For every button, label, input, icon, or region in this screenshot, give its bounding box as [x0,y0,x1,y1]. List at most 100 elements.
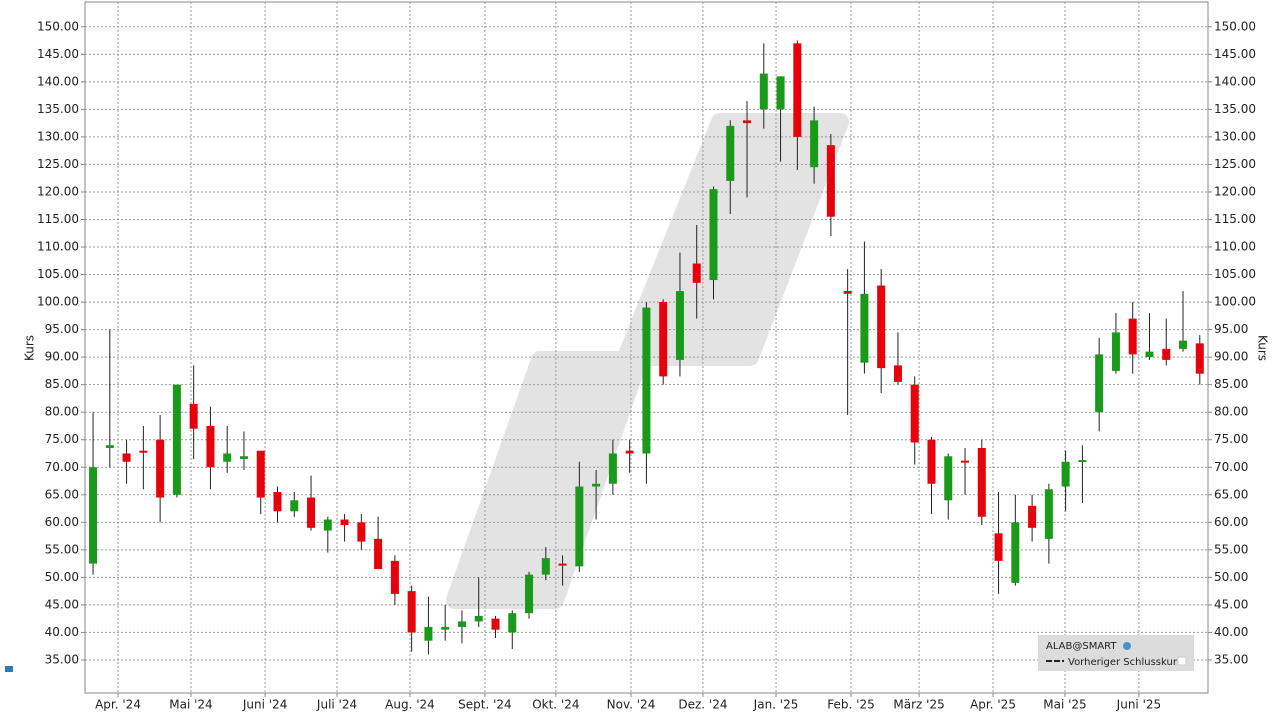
y2-tick-label: 145.00 [1214,47,1256,61]
candle-body [139,450,148,453]
candle-body [810,120,819,168]
y-axis-label: Kurs [23,335,37,361]
candle-body [1145,351,1154,358]
candle-body [206,425,215,468]
candle-body [156,439,165,498]
y-tick-label: 35.00 [45,652,79,666]
candle-body [608,453,617,484]
candle-body [776,76,785,110]
y-tick-label: 65.00 [45,487,79,501]
x-tick-label: Jan. '25 [753,698,799,712]
candle-body [944,456,953,501]
y2-tick-label: 65.00 [1214,487,1248,501]
y2-tick-label: 55.00 [1214,542,1248,556]
candle-body [910,384,919,443]
candle-body [189,403,198,429]
icon [5,666,13,672]
candle-body [1028,505,1037,528]
legend-icon [1123,642,1131,650]
y2-tick-label: 85.00 [1214,377,1248,391]
candle-body [642,307,651,454]
candle-body [1162,348,1171,360]
candle-body [675,291,684,360]
candle-body [1078,460,1087,463]
candle-body [994,533,1003,561]
candle-body [474,615,483,622]
candle-body [273,492,282,512]
candle-body [1011,522,1020,583]
x-tick-label: Okt. '24 [532,698,579,712]
candle-body [961,460,970,463]
candle-body [323,519,332,531]
x-tick-label: Apr. '25 [970,698,1016,712]
y2-tick-label: 115.00 [1214,212,1256,226]
candle-body [877,285,886,369]
y2-tick-label: 90.00 [1214,350,1248,364]
x-tick-label: Apr. '24 [95,698,141,712]
candle-body [1128,318,1137,355]
y2-tick-label: 35.00 [1214,652,1248,666]
y2-tick-label: 50.00 [1214,570,1248,584]
x-tick-label: Sept. '24 [458,698,512,712]
candle-body [1061,461,1070,487]
y2-tick-label: 45.00 [1214,597,1248,611]
x-tick-label: Juni '24 [242,698,287,712]
candle-body [726,125,735,181]
candle-body [491,618,500,630]
y-tick-label: 40.00 [45,625,79,639]
y2-tick-label: 80.00 [1214,405,1248,419]
candle-body [1195,343,1204,374]
candle-body [122,453,131,462]
candle-body [1044,489,1053,539]
candle-body [89,467,98,564]
candle-body [441,626,450,630]
y2-tick-label: 110.00 [1214,240,1256,254]
candle-body [977,447,986,517]
y-tick-label: 125.00 [37,157,79,171]
candle-body [625,450,634,454]
candle-body [424,626,433,641]
candle-body [256,450,265,498]
candle-body [709,189,718,281]
x-tick-label: Nov. '24 [607,698,656,712]
candle-body [525,574,534,614]
y2-tick-label: 70.00 [1214,460,1248,474]
candle-body [692,263,701,283]
y-tick-label: 60.00 [45,515,79,529]
y2-tick-label: 150.00 [1214,19,1256,33]
candle-body [927,439,936,484]
y-tick-label: 85.00 [45,377,79,391]
x-tick-label: Aug. '24 [385,698,435,712]
y2-tick-label: 60.00 [1214,515,1248,529]
y2-tick-label: 120.00 [1214,184,1256,198]
candle-body [759,73,768,110]
candle-body [172,384,181,495]
y-tick-label: 45.00 [45,597,79,611]
x-tick-label: März '25 [893,698,944,712]
y-tick-label: 150.00 [37,19,79,33]
x-tick-label: Dez. '24 [678,698,727,712]
x-tick-label: Mai '24 [169,698,212,712]
candle-body [223,453,232,462]
candle-body [893,365,902,382]
x-tick-label: Mai '25 [1043,698,1086,712]
candle-body [558,563,567,566]
legend-checkbox[interactable] [1177,656,1187,666]
y2-tick-label: 95.00 [1214,322,1248,336]
candle-body [508,613,517,633]
y-tick-label: 90.00 [45,350,79,364]
candle-body [105,445,114,448]
candle-body [390,560,399,594]
y-tick-label: 140.00 [37,74,79,88]
x-tick-label: Juni '25 [1116,698,1161,712]
y-tick-label: 110.00 [37,240,79,254]
candle-body [1095,354,1104,413]
candle-body [357,522,366,542]
legend-label: Vorheriger Schlusskurs [1068,657,1182,668]
y-tick-label: 80.00 [45,405,79,419]
y-tick-label: 55.00 [45,542,79,556]
y-tick-label: 130.00 [37,129,79,143]
y-tick-label: 75.00 [45,432,79,446]
y-tick-label: 135.00 [37,102,79,116]
candle-body [826,145,835,217]
